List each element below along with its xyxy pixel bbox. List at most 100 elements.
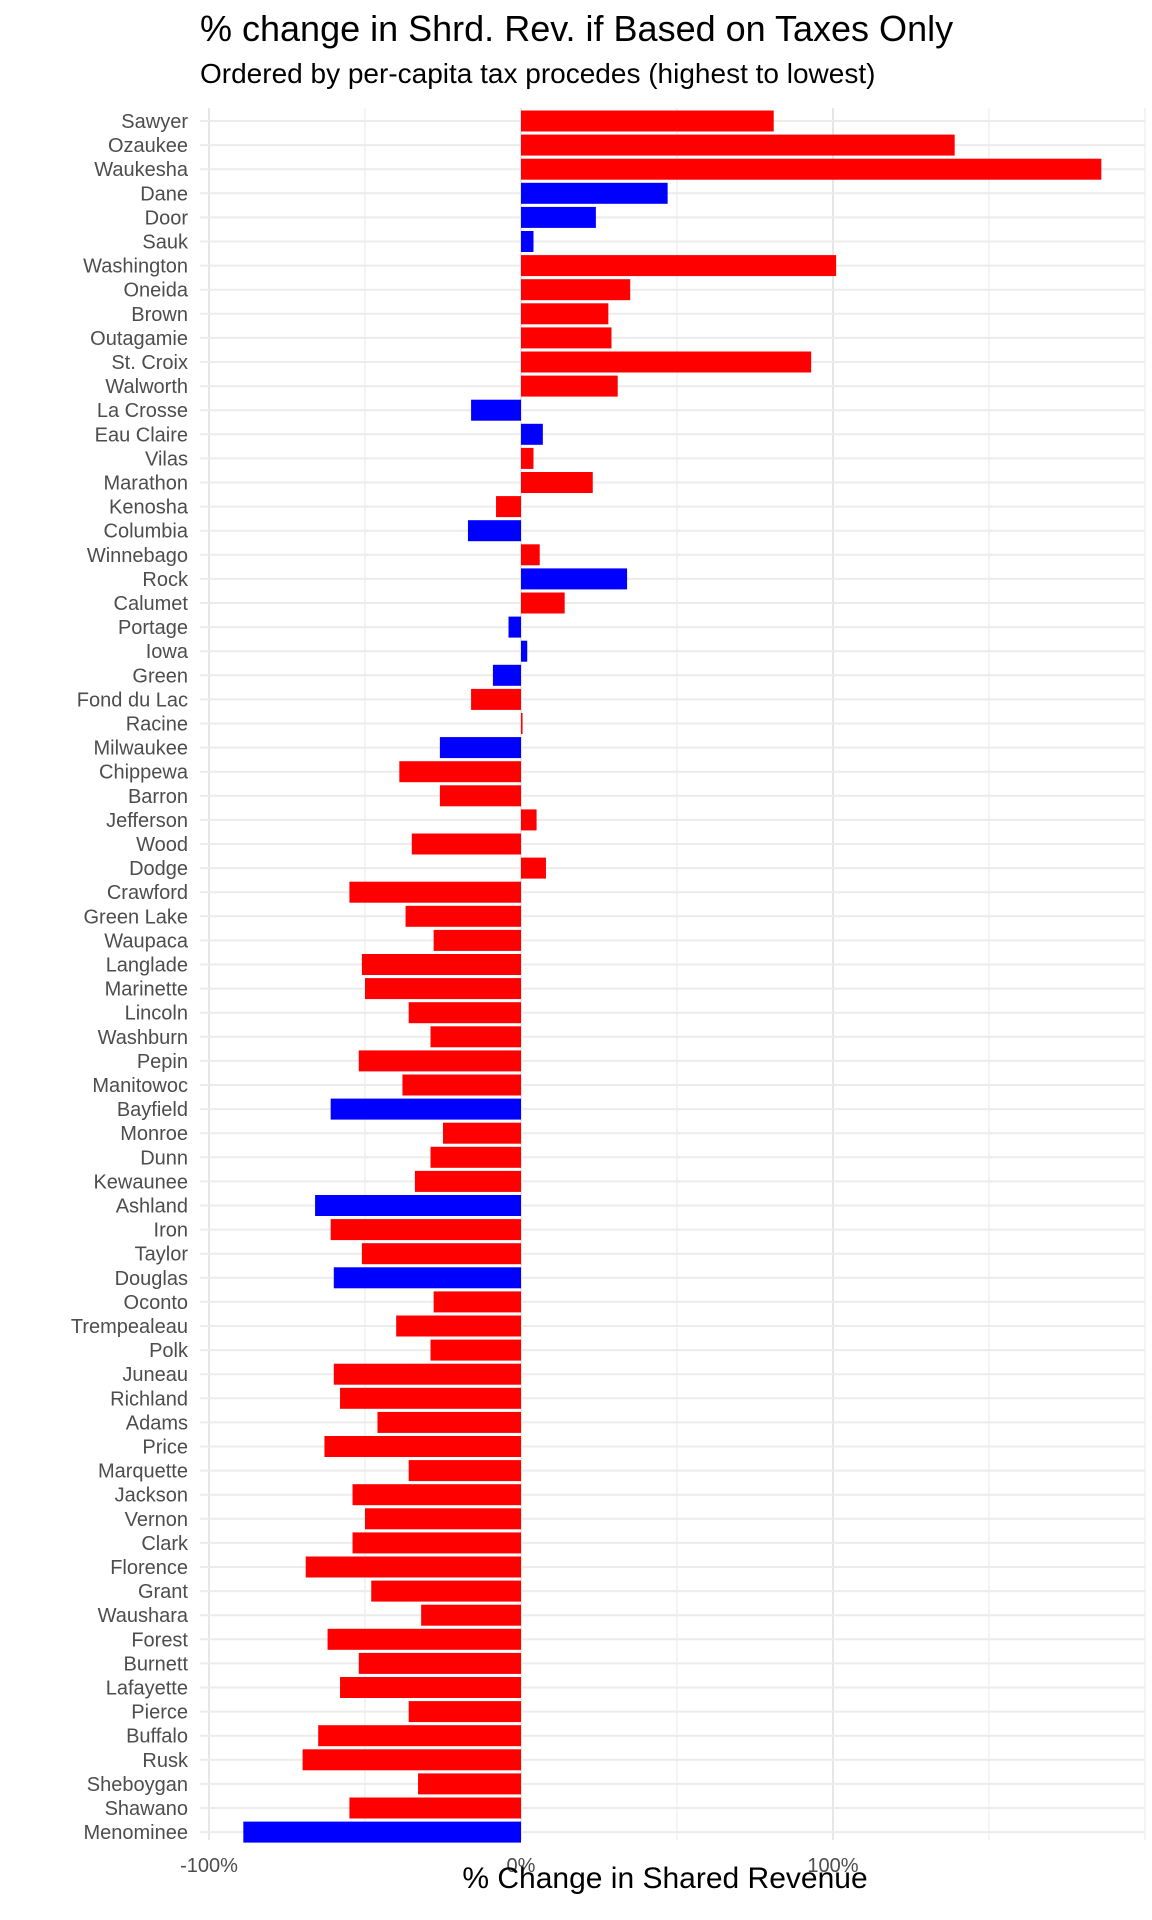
y-tick-label: Chippewa: [99, 762, 189, 784]
y-tick-label: Richland: [110, 1388, 188, 1410]
y-tick-label: Green Lake: [83, 906, 188, 928]
bar-douglas: [333, 1267, 521, 1289]
y-tick-label: Jackson: [115, 1485, 188, 1507]
y-tick-label: Pierce: [131, 1702, 188, 1724]
y-tick-label: Green: [132, 665, 188, 687]
y-tick-label: Sauk: [142, 232, 189, 254]
y-tick-label: Langlade: [106, 955, 188, 977]
bar-marathon: [521, 472, 593, 493]
y-tick-label: Rusk: [142, 1750, 189, 1772]
y-tick-label: Crawford: [107, 882, 188, 904]
y-tick-label: Portage: [118, 617, 188, 639]
y-tick-label: Waushara: [98, 1605, 189, 1627]
bar-crawford: [349, 881, 521, 903]
bar-rock: [521, 568, 628, 590]
bar-forest: [327, 1628, 521, 1650]
y-tick-label: Oconto: [124, 1292, 188, 1314]
chart-title: % change in Shrd. Rev. if Based on Taxes…: [200, 8, 954, 49]
y-tick-label: Sawyer: [121, 111, 188, 133]
bar-menominee: [243, 1821, 521, 1843]
y-tick-label: Winnebago: [87, 545, 188, 567]
bar-pepin: [358, 1050, 521, 1072]
y-tick-label: Marinette: [105, 979, 188, 1001]
bar-washburn: [430, 1026, 521, 1048]
bar-rusk: [302, 1749, 521, 1771]
x-tick-label: 100%: [807, 1855, 858, 1877]
y-tick-label: Trempealeau: [71, 1316, 188, 1338]
bar-waupaca: [433, 929, 521, 951]
y-tick-label: Marquette: [98, 1461, 188, 1483]
bar-calumet: [521, 592, 565, 614]
bar-brown: [521, 303, 609, 325]
y-tick-label: Waupaca: [104, 930, 189, 952]
bar-chippewa: [399, 761, 521, 783]
y-tick-label: Columbia: [104, 521, 189, 543]
x-tick-label: -100%: [180, 1855, 238, 1877]
bar-milwaukee: [439, 737, 521, 759]
bar-iowa: [521, 640, 528, 662]
y-tick-label: Calumet: [114, 593, 189, 615]
bar-jackson: [352, 1484, 521, 1506]
bar-columbia: [467, 520, 521, 542]
y-tick-label: Forest: [131, 1629, 188, 1651]
y-tick-label: Price: [142, 1437, 188, 1459]
y-tick-label: Walworth: [105, 376, 188, 398]
bar-juneau: [333, 1363, 521, 1385]
bar-manitowoc: [402, 1074, 521, 1096]
bar-oneida: [521, 279, 631, 301]
bar-door: [521, 206, 596, 228]
bar-pierce: [408, 1701, 521, 1723]
y-tick-label: Racine: [126, 714, 188, 736]
bar-walworth: [521, 375, 618, 397]
bar-richland: [340, 1387, 521, 1409]
bar-oconto: [433, 1291, 521, 1313]
bar-sauk: [521, 231, 534, 252]
bar-washington: [521, 255, 837, 277]
bar-wood: [411, 833, 521, 855]
bar-taylor: [361, 1243, 521, 1265]
bar-outagamie: [521, 327, 612, 349]
y-tick-label: Eau Claire: [95, 424, 188, 446]
y-tick-label: Grant: [138, 1581, 188, 1603]
bar-buffalo: [318, 1725, 521, 1747]
bar-vilas: [521, 447, 534, 469]
bar-la-crosse: [471, 399, 521, 421]
y-tick-label: Shawano: [105, 1798, 188, 1820]
bar-marquette: [408, 1460, 521, 1482]
bar-ashland: [315, 1195, 521, 1216]
bar-sawyer: [521, 110, 774, 132]
y-tick-label: Iowa: [146, 641, 189, 663]
bar-florence: [305, 1556, 521, 1578]
bar-bayfield: [330, 1098, 521, 1120]
y-tick-label: Florence: [110, 1557, 188, 1579]
y-tick-label: Ozaukee: [108, 135, 188, 157]
y-tick-label: Burnett: [124, 1653, 189, 1675]
y-tick-label: Buffalo: [126, 1726, 188, 1748]
y-tick-label: Polk: [149, 1340, 189, 1362]
y-tick-label: Wood: [136, 834, 188, 856]
y-tick-label: Lafayette: [106, 1678, 188, 1700]
y-tick-label: Juneau: [122, 1364, 188, 1386]
y-tick-label: Door: [145, 207, 189, 229]
y-tick-label: Fond du Lac: [77, 689, 188, 711]
bar-green: [492, 664, 521, 686]
y-tick-label: Dunn: [140, 1147, 188, 1169]
y-tick-label: Adams: [126, 1412, 188, 1434]
bar-dunn: [430, 1146, 521, 1168]
x-axis-label: % Change in Shared Revenue: [462, 1862, 868, 1895]
bar-jefferson: [521, 809, 537, 831]
y-tick-label: Taylor: [135, 1244, 189, 1266]
y-tick-label: Sheboygan: [87, 1774, 188, 1796]
y-tick-label: Monroe: [120, 1123, 188, 1145]
bar-polk: [430, 1339, 521, 1361]
y-tick-label: St. Croix: [111, 352, 188, 374]
bar-iron: [330, 1219, 521, 1241]
y-tick-label: Vernon: [125, 1509, 188, 1531]
bar-shawano: [349, 1797, 521, 1819]
bar-winnebago: [521, 544, 540, 566]
y-tick-label: Oneida: [124, 280, 189, 302]
x-tick-label: 0%: [507, 1855, 536, 1877]
bar-monroe: [443, 1122, 521, 1144]
bar-ozaukee: [521, 134, 955, 156]
y-tick-label: Iron: [154, 1220, 188, 1242]
